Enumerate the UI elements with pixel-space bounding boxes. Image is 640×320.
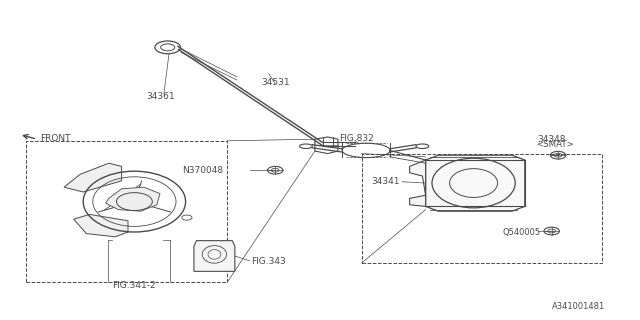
- Polygon shape: [106, 187, 160, 211]
- Polygon shape: [410, 160, 426, 206]
- Text: 34531: 34531: [261, 78, 290, 87]
- Text: FIG.341-2: FIG.341-2: [112, 281, 156, 290]
- Polygon shape: [426, 155, 525, 211]
- Text: 34361: 34361: [146, 92, 175, 101]
- Bar: [362, 154, 602, 263]
- Text: FIG.832: FIG.832: [339, 134, 374, 143]
- Bar: [26, 141, 227, 282]
- Text: FRONT: FRONT: [40, 134, 70, 143]
- Text: FIG.343: FIG.343: [251, 257, 285, 266]
- Text: <SMAT>: <SMAT>: [536, 140, 574, 149]
- Polygon shape: [64, 163, 122, 192]
- Polygon shape: [194, 241, 235, 271]
- Text: 34348: 34348: [538, 135, 566, 144]
- Text: N370048: N370048: [182, 166, 223, 175]
- Text: A341001481: A341001481: [552, 302, 605, 311]
- Text: 34341: 34341: [371, 177, 400, 186]
- Text: Q540005: Q540005: [502, 228, 541, 237]
- Polygon shape: [74, 214, 128, 237]
